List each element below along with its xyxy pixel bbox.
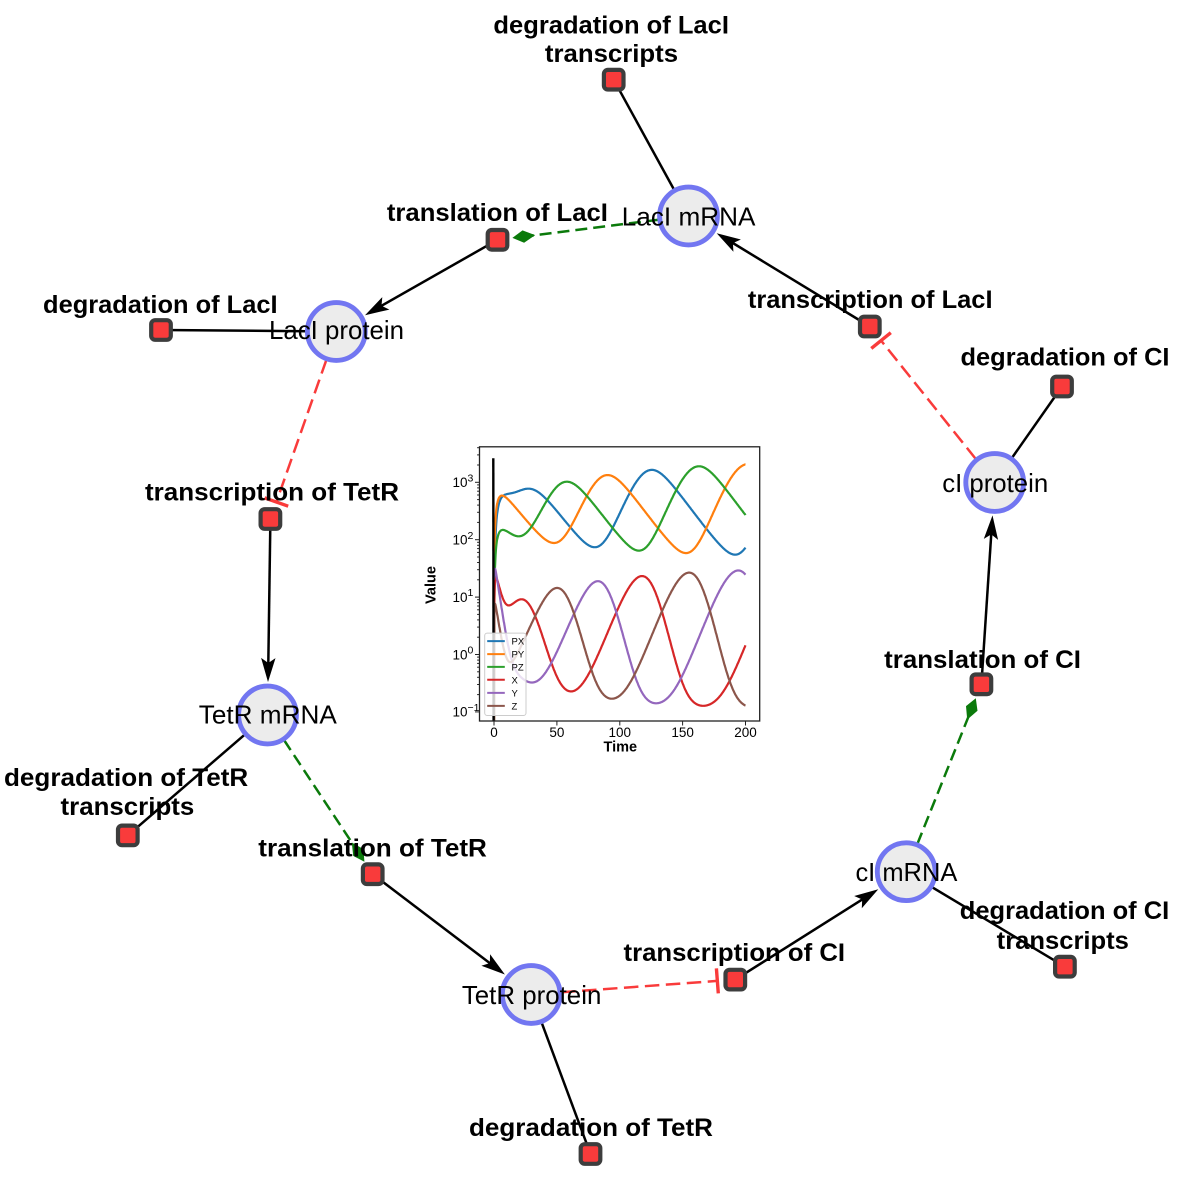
svg-text:50: 50 <box>549 725 564 740</box>
svg-text:−1: −1 <box>468 702 480 714</box>
svg-text:degradation of CI: degradation of CI <box>961 344 1170 372</box>
svg-text:translation of TetR: translation of TetR <box>258 834 487 862</box>
svg-text:LacI protein: LacI protein <box>269 315 404 345</box>
svg-text:PZ: PZ <box>512 662 524 673</box>
svg-text:transcripts: transcripts <box>61 793 195 821</box>
svg-text:150: 150 <box>671 725 694 740</box>
svg-text:0: 0 <box>468 645 474 657</box>
svg-text:TetR mRNA: TetR mRNA <box>199 699 338 729</box>
svg-text:translation of LacI: translation of LacI <box>387 199 608 227</box>
svg-text:100: 100 <box>609 725 632 740</box>
svg-text:degradation of TetR: degradation of TetR <box>4 764 248 792</box>
svg-text:200: 200 <box>734 725 757 740</box>
svg-text:transcripts: transcripts <box>545 40 678 68</box>
svg-text:transcription of TetR: transcription of TetR <box>145 478 399 506</box>
svg-text:degradation of TetR: degradation of TetR <box>469 1114 713 1142</box>
svg-text:3: 3 <box>468 472 474 484</box>
svg-text:transcripts: transcripts <box>997 927 1129 955</box>
svg-text:degradation of CI: degradation of CI <box>960 897 1169 925</box>
svg-text:10: 10 <box>452 533 467 548</box>
svg-text:degradation of LacI: degradation of LacI <box>493 12 729 40</box>
svg-text:10: 10 <box>452 590 467 605</box>
svg-text:Y: Y <box>512 688 519 699</box>
svg-text:transcription of CI: transcription of CI <box>624 939 846 967</box>
svg-text:Z: Z <box>512 701 518 712</box>
svg-text:translation of CI: translation of CI <box>884 646 1081 674</box>
svg-text:degradation of LacI: degradation of LacI <box>43 291 278 319</box>
svg-text:PX: PX <box>512 637 525 648</box>
svg-text:cI protein: cI protein <box>942 468 1048 498</box>
svg-text:10: 10 <box>452 475 467 490</box>
svg-text:2: 2 <box>468 530 474 542</box>
svg-text:LacI mRNA: LacI mRNA <box>622 201 756 231</box>
svg-text:Value: Value <box>424 566 440 604</box>
svg-text:0: 0 <box>490 725 498 740</box>
svg-text:1: 1 <box>468 587 474 599</box>
svg-text:X: X <box>512 675 519 686</box>
svg-text:PY: PY <box>512 650 525 661</box>
svg-text:TetR protein: TetR protein <box>462 980 602 1010</box>
svg-text:cI mRNA: cI mRNA <box>855 857 958 887</box>
svg-text:Time: Time <box>604 740 638 756</box>
svg-text:transcription of LacI: transcription of LacI <box>748 286 993 314</box>
svg-text:10: 10 <box>452 647 467 662</box>
svg-text:10: 10 <box>452 705 467 720</box>
